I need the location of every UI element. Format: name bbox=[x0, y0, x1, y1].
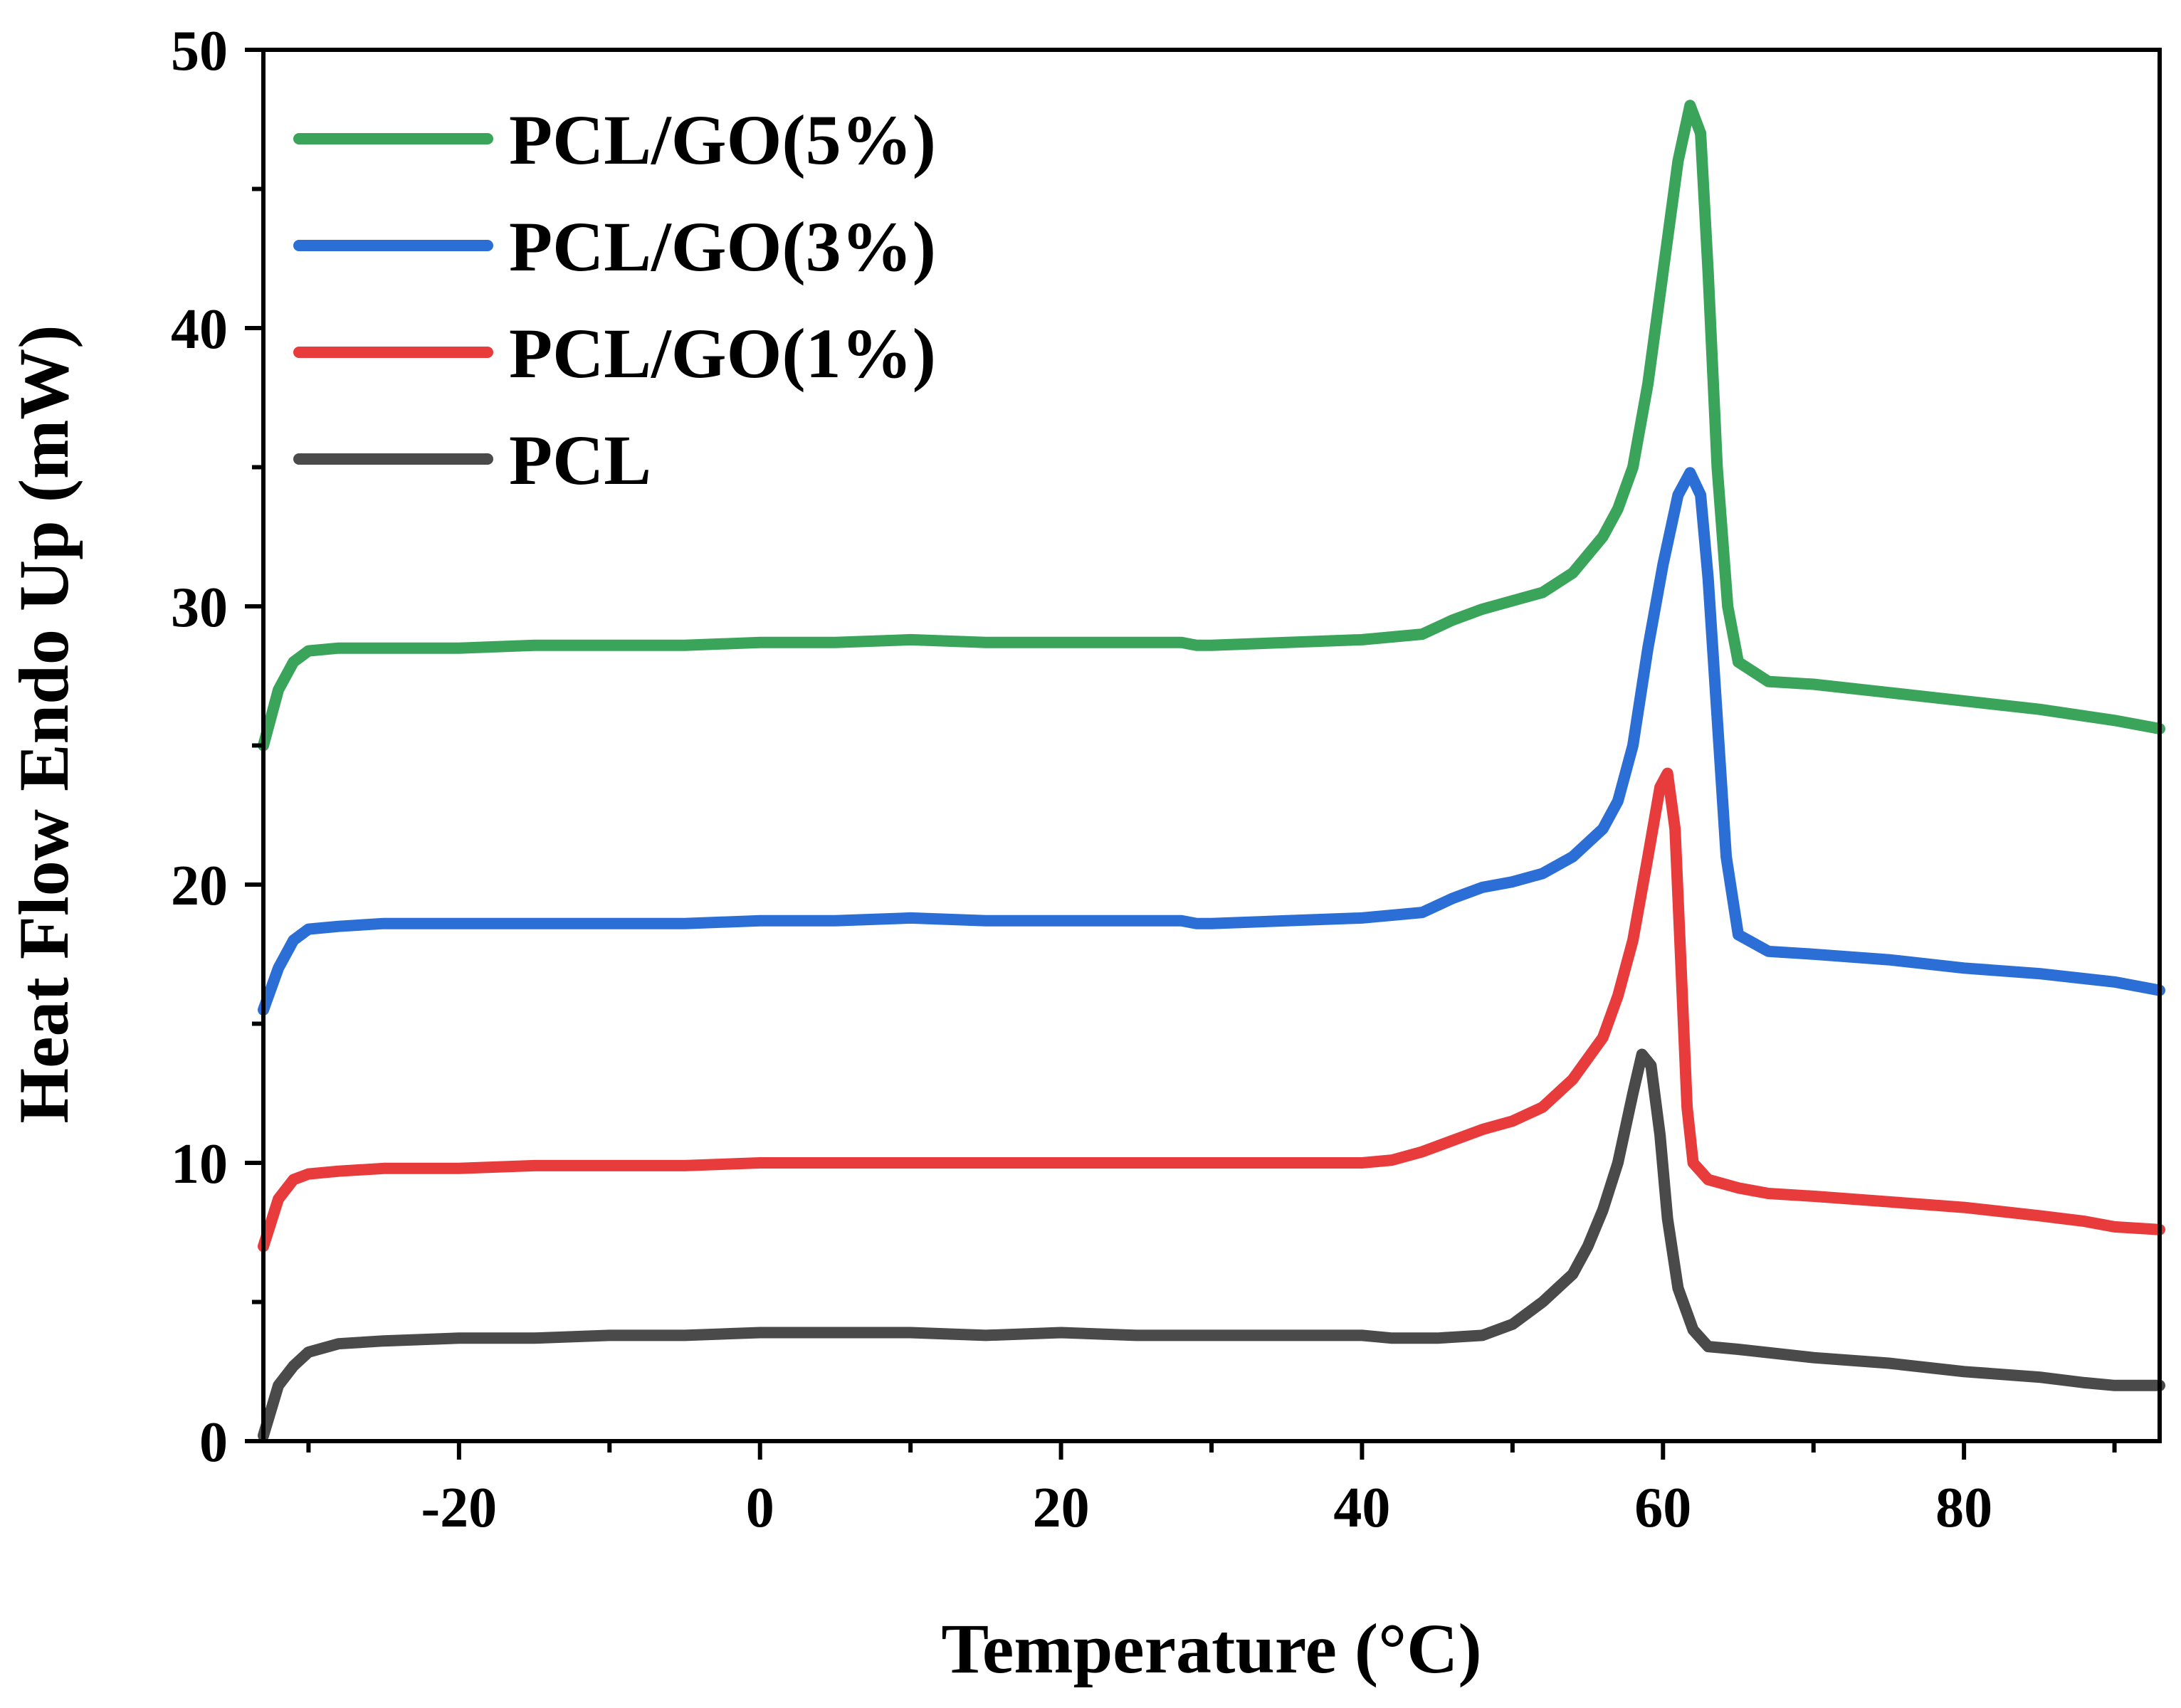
legend-label-0: PCL/GO(5%) bbox=[509, 100, 936, 179]
series-line-0 bbox=[258, 100, 2165, 752]
y-tick-label: 10 bbox=[171, 1133, 228, 1196]
y-tick-label: 20 bbox=[171, 855, 228, 917]
x-tick-label: 60 bbox=[1634, 1477, 1691, 1539]
x-tick-label: 20 bbox=[1033, 1477, 1090, 1539]
x-tick-label: -20 bbox=[421, 1477, 498, 1539]
series-line-2 bbox=[258, 767, 2165, 1253]
tick-labels: -20 0 20 40 60 80 0 10 20 30 40 50 bbox=[171, 20, 1992, 1539]
axis-ticks bbox=[245, 48, 2117, 1460]
series-line-1 bbox=[258, 467, 2165, 1016]
x-tick-label: 40 bbox=[1333, 1477, 1390, 1539]
y-tick-label: 30 bbox=[171, 576, 228, 639]
y-axis-label: Heat Flow Endo Up (mW) bbox=[4, 325, 83, 1123]
x-axis-label: Temperature (°C) bbox=[941, 1609, 1481, 1688]
y-tick-label: 50 bbox=[171, 20, 228, 83]
legend-label-3: PCL bbox=[509, 421, 651, 500]
series-line-3 bbox=[258, 1048, 2165, 1442]
x-tick-label: 80 bbox=[1935, 1477, 1992, 1539]
legend-label-1: PCL/GO(3%) bbox=[509, 207, 936, 286]
legend-label-2: PCL/GO(1%) bbox=[509, 314, 936, 393]
legend: PCL/GO(5%) PCL/GO(3%) PCL/GO(1%) PCL bbox=[293, 100, 936, 500]
y-tick-label: 0 bbox=[199, 1411, 228, 1474]
y-tick-label: 40 bbox=[171, 298, 228, 361]
x-tick-label: 0 bbox=[746, 1477, 774, 1539]
data-curves bbox=[258, 100, 2165, 1442]
